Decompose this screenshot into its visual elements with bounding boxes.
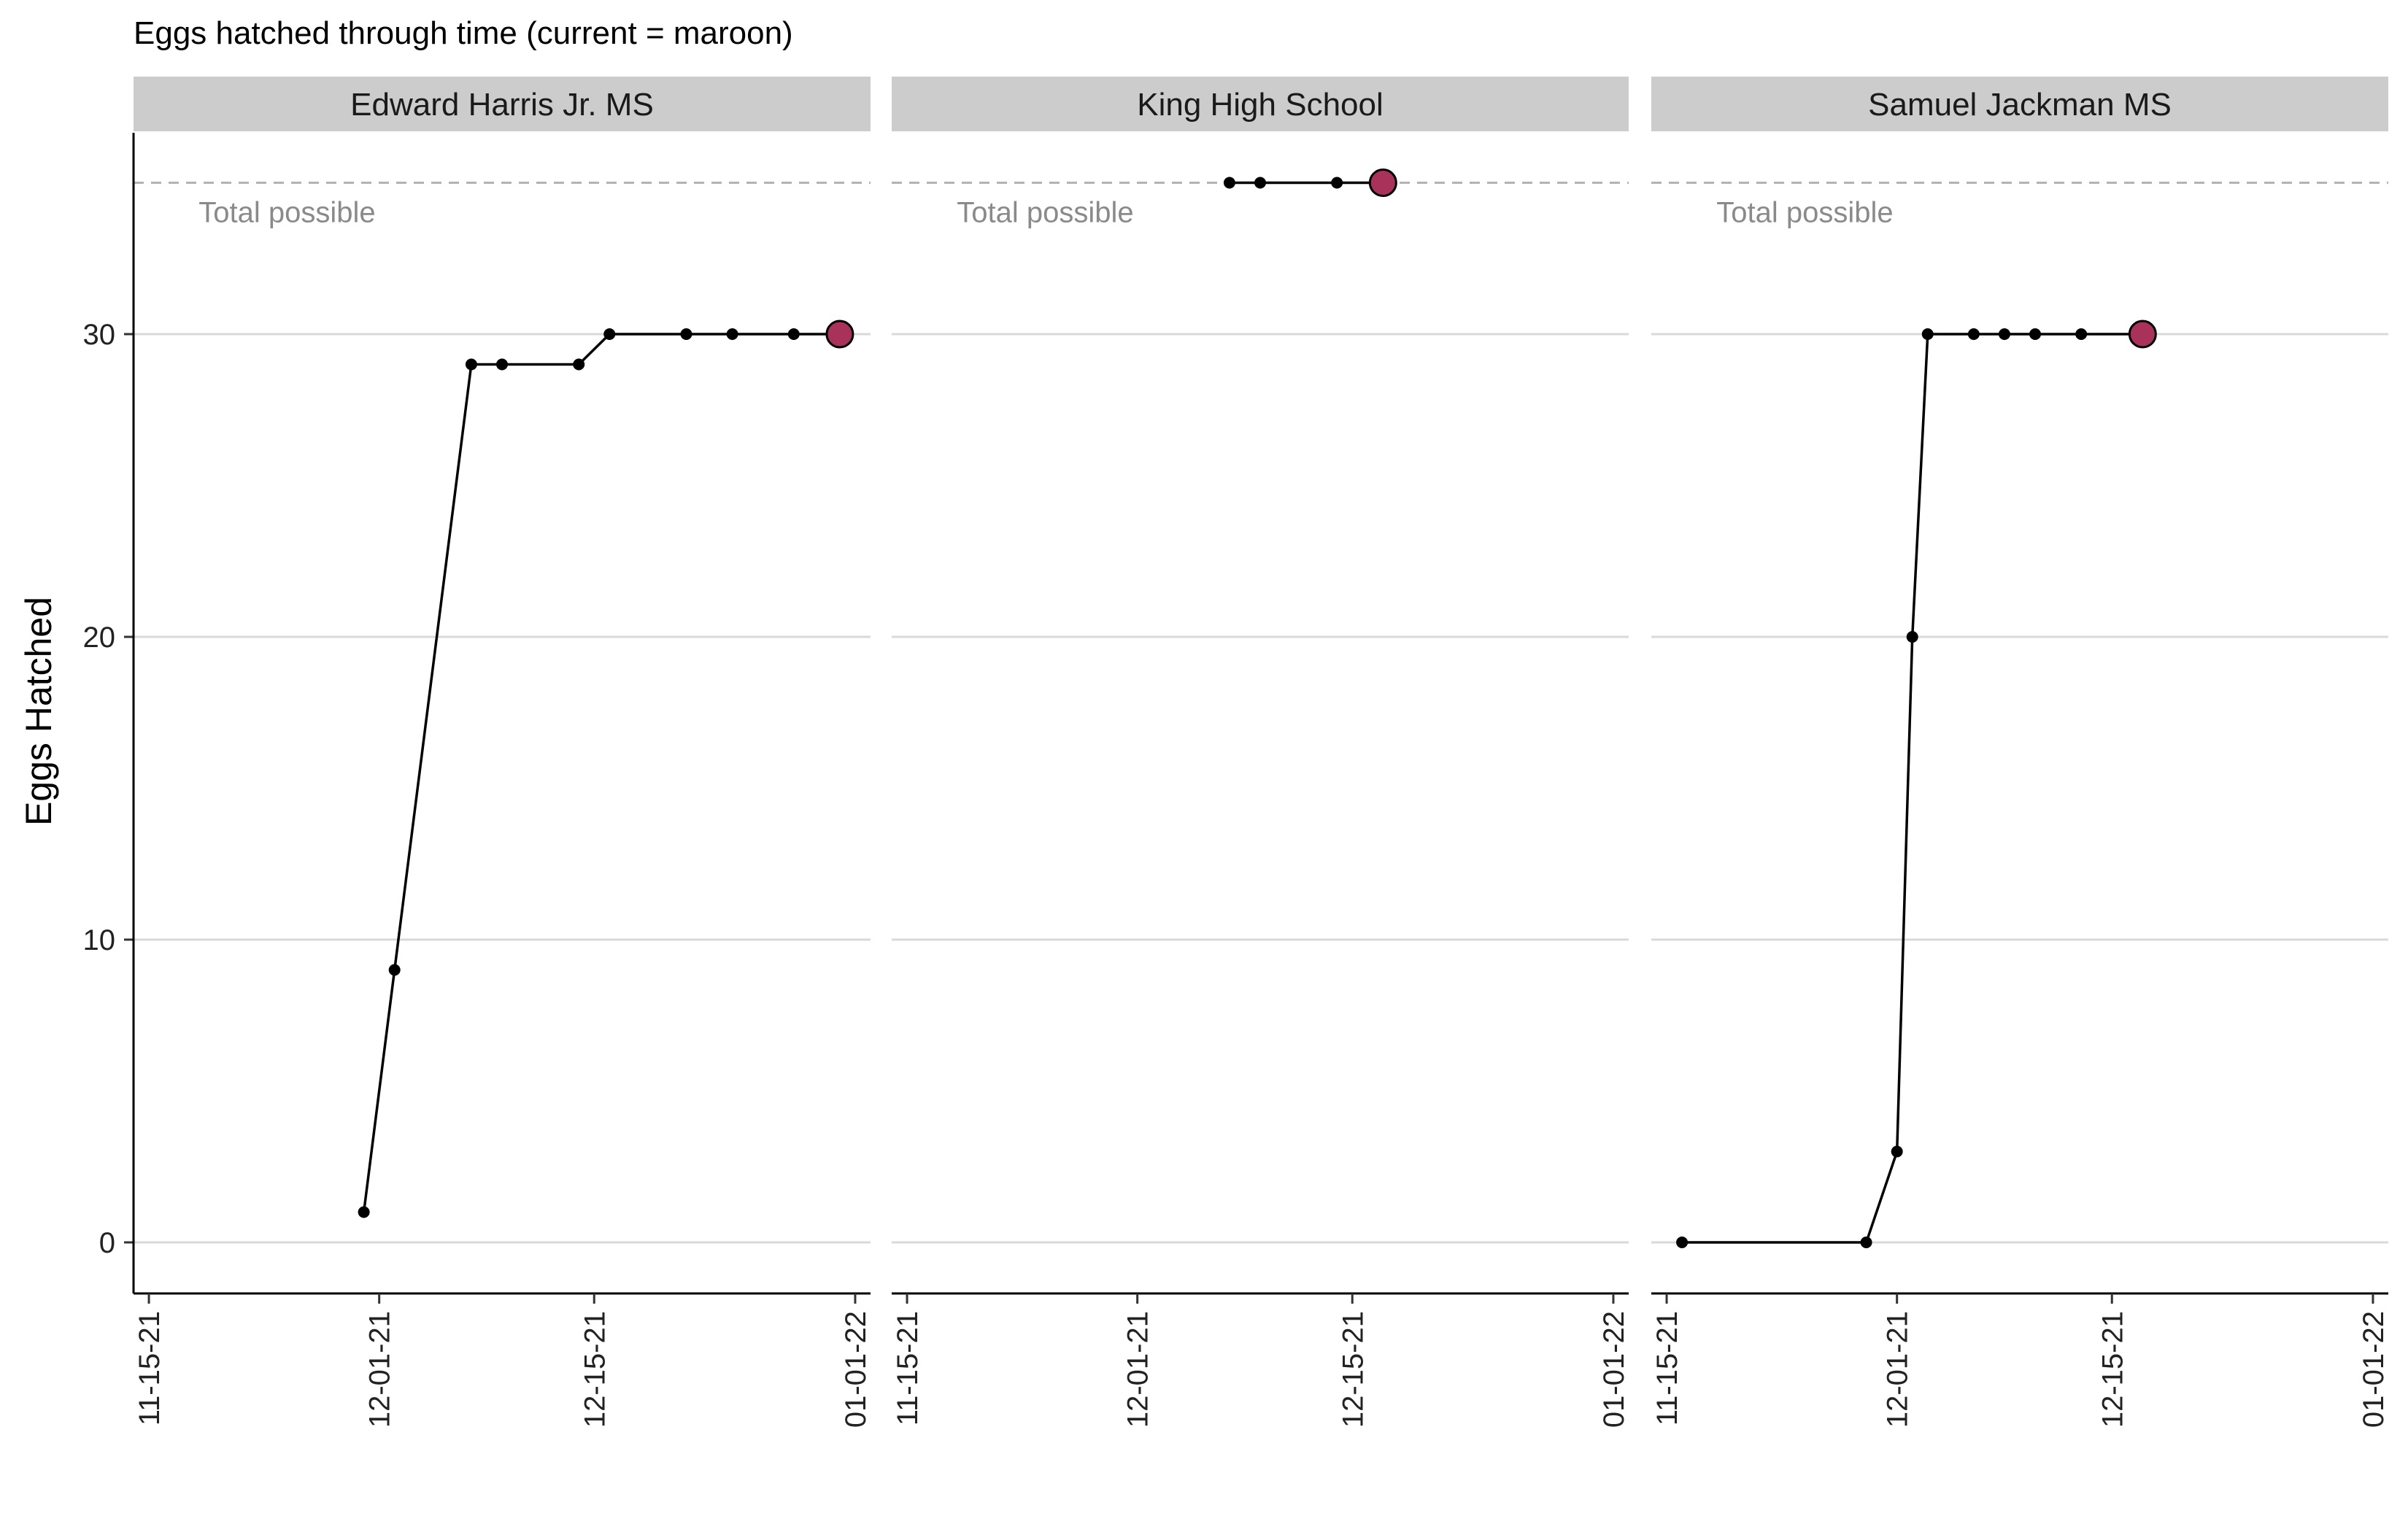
data-point xyxy=(388,964,401,976)
total-possible-label: Total possible xyxy=(957,197,1133,229)
x-tick-label: 01-01-22 xyxy=(840,1311,872,1428)
y-tick-label: 10 xyxy=(83,924,116,956)
total-possible-label: Total possible xyxy=(198,197,375,229)
current-data-point xyxy=(2128,320,2157,349)
data-point xyxy=(496,358,508,371)
x-tick-label: 01-01-22 xyxy=(2358,1311,2390,1428)
facet-strip xyxy=(1651,77,2388,131)
facet-strip-label: Samuel Jackman MS xyxy=(1868,87,2172,123)
data-point xyxy=(787,328,800,340)
facet-strip-label: King High School xyxy=(1137,87,1384,123)
data-point xyxy=(1331,177,1343,189)
x-tick-label: 12-15-21 xyxy=(579,1311,611,1428)
current-data-point xyxy=(825,320,854,349)
x-tick-label: 12-01-21 xyxy=(1882,1311,1914,1428)
data-point xyxy=(1906,631,1918,643)
x-tick-label: 11-15-21 xyxy=(1651,1311,1683,1425)
data-point xyxy=(603,328,616,340)
x-tick-label: 12-01-21 xyxy=(1122,1311,1154,1428)
current-data-point xyxy=(1368,169,1397,197)
data-point xyxy=(1967,328,1980,340)
x-tick-label: 12-01-21 xyxy=(364,1311,396,1428)
facet-strip-label: Edward Harris Jr. MS xyxy=(350,87,654,123)
y-axis-label: Eggs Hatched xyxy=(18,597,59,826)
data-point xyxy=(680,328,692,340)
facet-panel: Samuel Jackman MS Total possible 11-15-21 1… xyxy=(1651,77,2390,1428)
data-point xyxy=(1998,328,2010,340)
facet-panels: Edward Harris Jr. MS Total possible 11-15-… xyxy=(132,77,2390,1428)
facet-strip xyxy=(134,77,871,131)
series-line xyxy=(1682,333,2143,1244)
data-point xyxy=(726,328,738,340)
facet-panel: Edward Harris Jr. MS Total possible 11-15-… xyxy=(132,77,872,1428)
data-point xyxy=(2075,328,2088,340)
chart-title: Eggs hatched through time (current = mar… xyxy=(134,15,793,51)
data-point xyxy=(358,1206,370,1218)
data-point xyxy=(465,358,477,371)
x-tick-label: 01-01-22 xyxy=(1598,1311,1630,1428)
data-point xyxy=(1223,177,1235,189)
data-point xyxy=(2029,328,2042,340)
data-point xyxy=(1254,177,1266,189)
total-possible-label: Total possible xyxy=(1716,197,1893,229)
facet-strip xyxy=(892,77,1629,131)
x-tick-label: 11-15-21 xyxy=(134,1311,166,1425)
facet-panel: King High School Total possible 11-15-21 12… xyxy=(892,77,1630,1428)
y-tick-labels: 0 10 20 30 xyxy=(83,319,134,1259)
x-tick-label: 12-15-21 xyxy=(2096,1311,2129,1428)
y-tick-label: 20 xyxy=(83,622,116,654)
series-line xyxy=(362,333,840,1212)
data-point xyxy=(1676,1237,1689,1248)
x-tick-label: 11-15-21 xyxy=(892,1311,924,1425)
data-point xyxy=(1921,328,1934,340)
data-point xyxy=(1891,1145,1903,1158)
x-tick-label: 12-15-21 xyxy=(1337,1311,1369,1428)
data-point xyxy=(573,358,585,371)
y-tick-label: 0 xyxy=(99,1227,115,1259)
data-point xyxy=(1860,1237,1872,1248)
y-tick-label: 30 xyxy=(83,319,116,351)
